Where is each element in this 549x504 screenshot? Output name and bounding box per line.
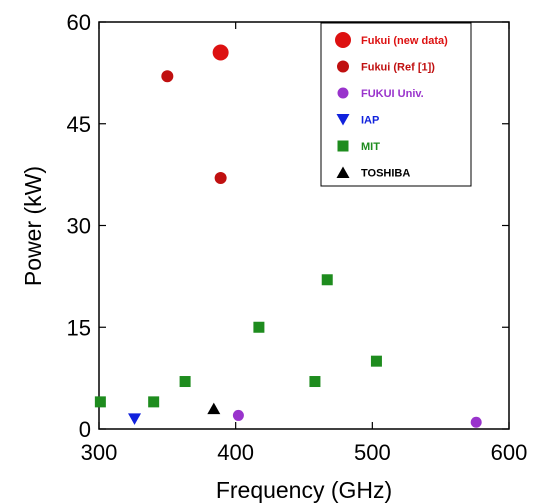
legend-box bbox=[320, 22, 472, 187]
data-point bbox=[161, 70, 174, 83]
legend-label: Fukui (new data) bbox=[361, 35, 448, 47]
y-axis-title: Power (kW) bbox=[20, 166, 46, 286]
data-point bbox=[470, 416, 482, 428]
legend-marker bbox=[336, 166, 350, 178]
x-tick-label: 300 bbox=[81, 440, 118, 465]
x-axis-title: Frequency (GHz) bbox=[216, 477, 392, 503]
legend: Fukui (new data) Fukui (Ref [1]) FUKUI Uni… bbox=[320, 22, 472, 187]
data-point bbox=[232, 409, 244, 421]
x-tick-label: 400 bbox=[217, 440, 254, 465]
data-point bbox=[212, 44, 229, 61]
legend-marker bbox=[336, 114, 350, 126]
data-point bbox=[253, 321, 265, 333]
axis-ticks: 300 400 500 600 0 15 30 45 60 bbox=[67, 10, 528, 465]
y-tick-label: 15 bbox=[67, 315, 91, 340]
data-point bbox=[128, 413, 142, 425]
x-tick-label: 600 bbox=[491, 440, 528, 465]
legend-label: MIT bbox=[361, 141, 380, 153]
data-points bbox=[94, 44, 482, 428]
legend-marker bbox=[335, 32, 351, 48]
data-point bbox=[179, 376, 191, 388]
y-tick-label: 45 bbox=[67, 112, 91, 137]
y-tick-label: 60 bbox=[67, 10, 91, 35]
legend-marker bbox=[337, 140, 349, 152]
data-point bbox=[214, 172, 227, 185]
data-point bbox=[321, 274, 333, 286]
legend-label: FUKUI Univ. bbox=[361, 88, 424, 100]
data-point bbox=[207, 402, 221, 415]
y-tick-label: 0 bbox=[79, 417, 91, 442]
x-tick-label: 500 bbox=[354, 440, 391, 465]
legend-label: TOSHIBA bbox=[361, 168, 410, 180]
data-point bbox=[94, 396, 106, 408]
data-point bbox=[148, 396, 160, 408]
y-tick-label: 30 bbox=[67, 214, 91, 239]
legend-label: Fukui (Ref [1]) bbox=[361, 62, 435, 74]
legend-marker bbox=[337, 87, 349, 99]
data-point bbox=[370, 355, 382, 367]
data-point bbox=[309, 376, 321, 388]
legend-marker bbox=[337, 60, 349, 73]
legend-label: IAP bbox=[361, 115, 379, 127]
